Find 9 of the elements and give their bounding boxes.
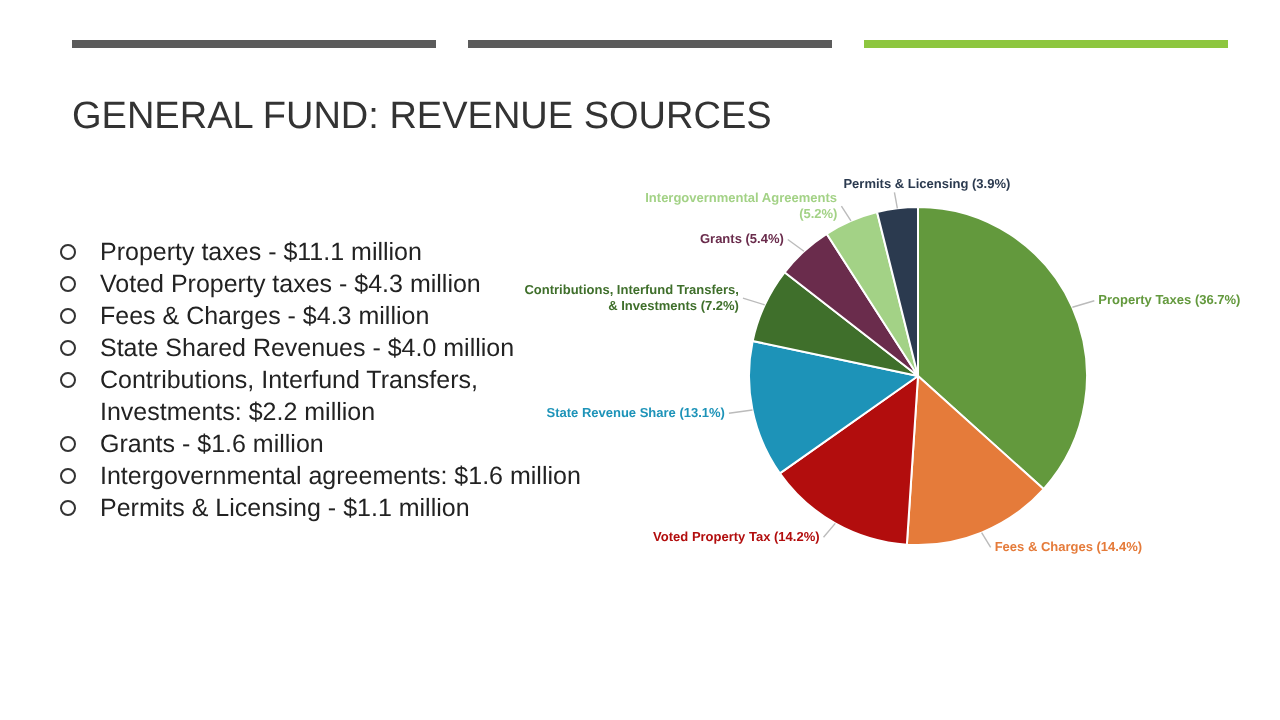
text: Permits & Licensing - $1.1 million	[60, 492, 620, 524]
text: Intergovernmental agreements: $1.6 million	[60, 460, 620, 492]
text: State Shared Revenues - $4.0 million	[60, 332, 620, 364]
text: Contributions, Interfund Transfers, Investments: $2.2 million	[100, 366, 478, 426]
text: Voted Property taxes - $4.3 million	[100, 270, 481, 298]
text: Property taxes - $11.1 million	[60, 236, 620, 268]
text: Grants - $1.6 million	[60, 428, 620, 460]
chart-title: GENERAL FUND: REVENUE SOURCES	[72, 96, 772, 140]
text: Fees & Charges - $4.3 million	[100, 302, 430, 330]
